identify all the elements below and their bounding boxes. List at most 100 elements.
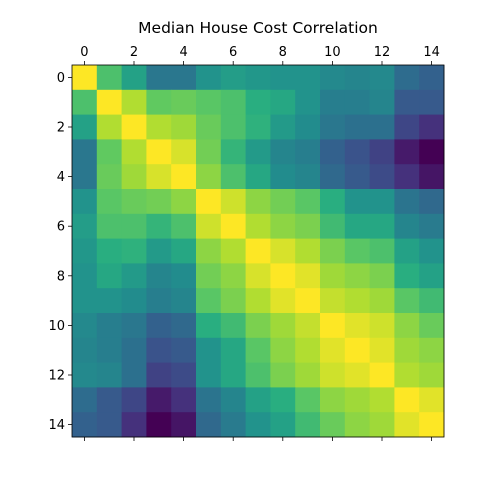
heatmap-cell (295, 139, 321, 165)
heatmap-cell (369, 288, 395, 314)
heatmap-cell (245, 114, 271, 140)
heatmap-cell (72, 362, 98, 388)
heatmap-cell (344, 65, 370, 91)
y-tick-label: 12 (48, 369, 65, 384)
heatmap-cell (270, 238, 296, 264)
heatmap-cell (295, 114, 321, 140)
heatmap-cell (72, 213, 98, 239)
heatmap-cell (96, 164, 122, 190)
heatmap-cell (295, 288, 321, 314)
heatmap-cell (245, 238, 271, 264)
heatmap-cell (320, 337, 346, 363)
heatmap-cell (419, 337, 445, 363)
heatmap-cell (419, 387, 445, 413)
heatmap-cell (220, 362, 246, 388)
heatmap-cell (220, 387, 246, 413)
heatmap-cell (295, 189, 321, 215)
heatmap-cell (245, 313, 271, 339)
heatmap-cell (369, 313, 395, 339)
heatmap-cell (270, 139, 296, 165)
heatmap-cell (121, 313, 147, 339)
x-tick-label: 6 (229, 45, 237, 60)
heatmap-cell (121, 164, 147, 190)
heatmap-cell (220, 89, 246, 115)
heatmap-cell (220, 139, 246, 165)
heatmap-cell (419, 139, 445, 165)
heatmap-cell (344, 313, 370, 339)
heatmap-cell (419, 164, 445, 190)
heatmap-cell (146, 313, 172, 339)
heatmap-cell (394, 238, 420, 264)
heatmap-cell (295, 89, 321, 115)
heatmap-cell (344, 164, 370, 190)
heatmap-cell (245, 139, 271, 165)
heatmap-cell (295, 412, 321, 438)
heatmap-cell (72, 263, 98, 289)
heatmap-cell (344, 337, 370, 363)
heatmap-cell (320, 313, 346, 339)
heatmap-cell (220, 114, 246, 140)
heatmap-cell (295, 238, 321, 264)
heatmap-cell (171, 337, 197, 363)
heatmap-cell (96, 65, 122, 91)
heatmap-cell (96, 89, 122, 115)
heatmap-cell (369, 89, 395, 115)
heatmap-cell (196, 89, 222, 115)
heatmap-cell (96, 288, 122, 314)
heatmap-cell (72, 337, 98, 363)
x-tick-label: 10 (324, 45, 341, 60)
heatmap-cell (196, 65, 222, 91)
heatmap-cell (121, 213, 147, 239)
heatmap-cell (146, 362, 172, 388)
heatmap-cell (96, 387, 122, 413)
heatmap-cell (394, 362, 420, 388)
heatmap-cell (245, 288, 271, 314)
heatmap-cell (196, 139, 222, 165)
heatmap-cell (369, 412, 395, 438)
heatmap-cell (344, 412, 370, 438)
heatmap-cell (394, 139, 420, 165)
heatmap-cell (344, 238, 370, 264)
heatmap-cell (295, 213, 321, 239)
heatmap-cell (320, 89, 346, 115)
heatmap-cell (245, 213, 271, 239)
heatmap-cell (171, 313, 197, 339)
heatmap-cell (394, 412, 420, 438)
heatmap-cell (146, 387, 172, 413)
heatmap-cell (320, 189, 346, 215)
chart-title: Median House Cost Correlation (138, 19, 378, 37)
heatmap-cell (196, 213, 222, 239)
heatmap-cell (72, 313, 98, 339)
heatmap-cell (171, 412, 197, 438)
y-axis-ticks: 0 2 4 6 8 10 12 14 (48, 71, 72, 433)
heatmap-cell (344, 139, 370, 165)
heatmap-cell (270, 189, 296, 215)
heatmap-cell (96, 263, 122, 289)
heatmap-cell (295, 313, 321, 339)
heatmap-cell (295, 387, 321, 413)
heatmap-cell (344, 263, 370, 289)
heatmap-cell (369, 263, 395, 289)
heatmap-cell (270, 263, 296, 289)
heatmap-cell (344, 89, 370, 115)
heatmap-cell (121, 387, 147, 413)
heatmap-cell (96, 139, 122, 165)
y-tick-label: 14 (48, 418, 65, 433)
y-tick-label: 10 (48, 319, 65, 334)
heatmap-cell (72, 387, 98, 413)
heatmap-cell (394, 313, 420, 339)
heatmap-cell (320, 139, 346, 165)
heatmap-cell (96, 213, 122, 239)
heatmap-cell (320, 213, 346, 239)
heatmap-cell (220, 213, 246, 239)
heatmap-cell (270, 89, 296, 115)
heatmap-cell (121, 263, 147, 289)
heatmap-cell (220, 189, 246, 215)
heatmap-cell (344, 288, 370, 314)
heatmap-cell (196, 114, 222, 140)
heatmap-cell (369, 213, 395, 239)
heatmap-cell (196, 337, 222, 363)
heatmap-cell (146, 89, 172, 115)
heatmap-cell (245, 362, 271, 388)
